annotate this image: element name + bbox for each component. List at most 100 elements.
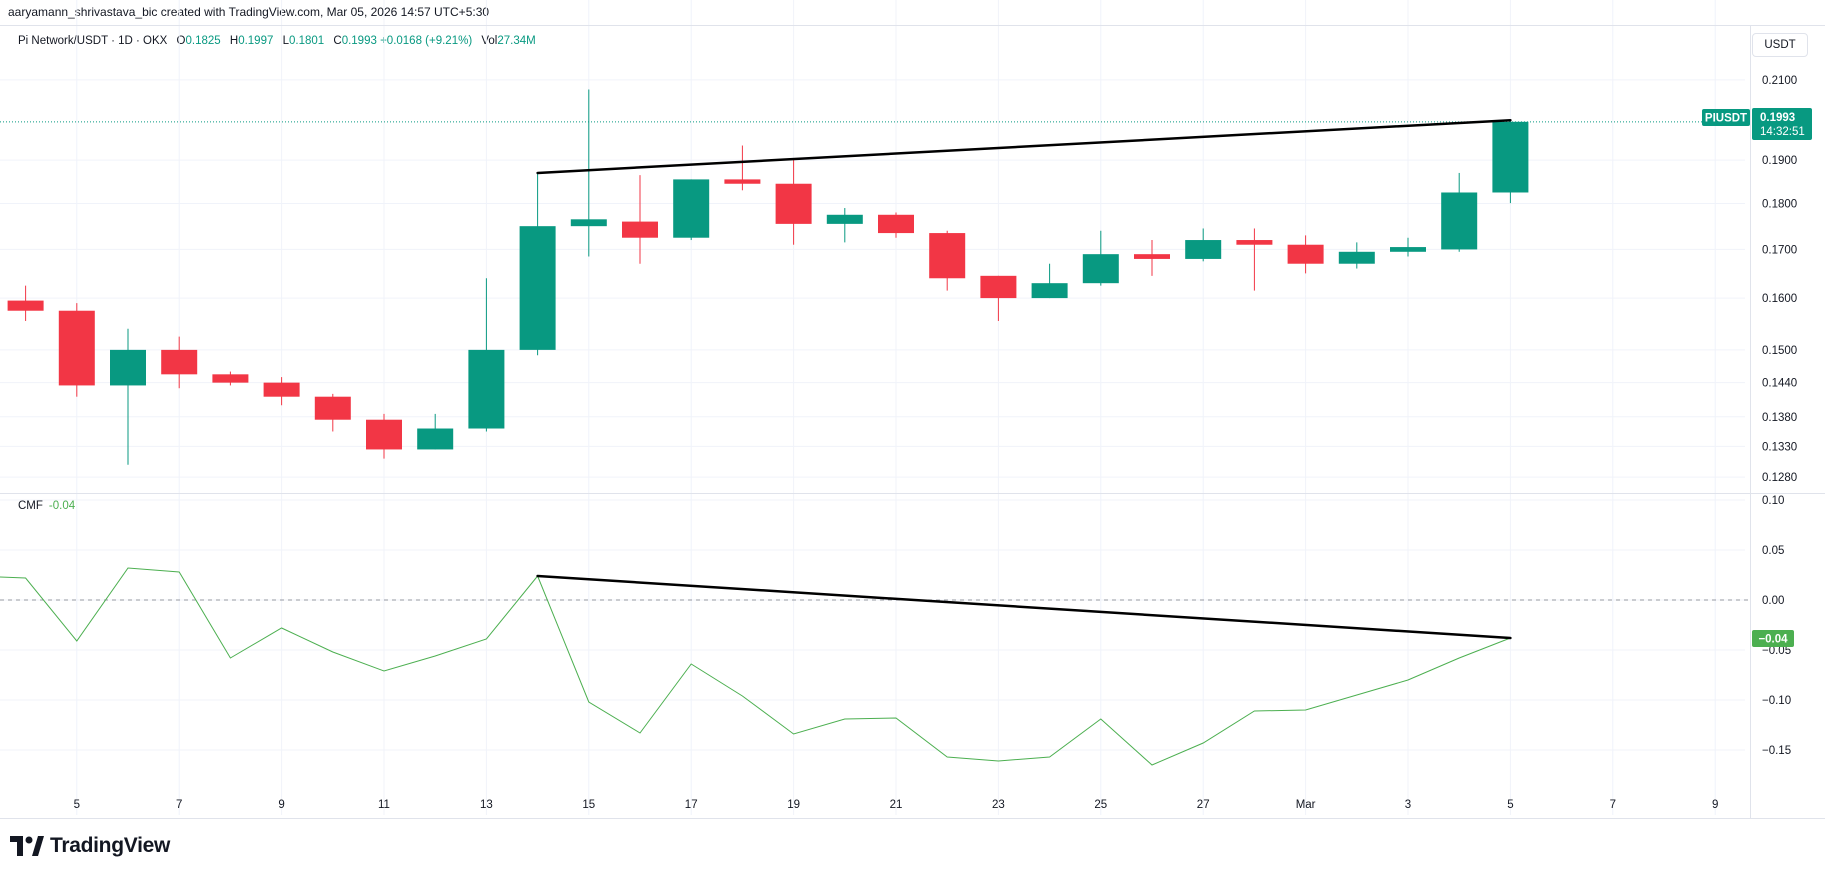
candle: [1134, 240, 1170, 276]
candle: [1236, 228, 1273, 291]
price-tick-label: 0.1600: [1762, 293, 1797, 305]
trend-lines[interactable]: [536, 118, 1512, 640]
candle-body: [263, 382, 300, 397]
price-tick-label: 0.1440: [1762, 378, 1797, 390]
candle-body: [161, 349, 198, 375]
price-tick-label: 0.1700: [1762, 244, 1797, 256]
price-badge-symbol: PIUSDT: [1705, 113, 1747, 125]
time-tick-label: 5: [1507, 799, 1513, 811]
time-tick-label: 15: [582, 799, 595, 811]
change-value: +0.0168 (+9.21%): [380, 35, 473, 47]
time-tick-label: 27: [1197, 799, 1210, 811]
time-tick-label: 25: [1094, 799, 1107, 811]
candle-body: [417, 428, 454, 450]
price-tick-label: 0.1380: [1762, 412, 1797, 424]
price-trendline: [536, 118, 1512, 175]
candle-body: [1441, 192, 1478, 250]
candle-body: [1338, 251, 1375, 264]
open-value: 0.1825: [185, 35, 221, 47]
cmf-badge-bg: [1752, 630, 1794, 647]
tradingview-logo[interactable]: TradingView: [10, 834, 170, 858]
candle: [1492, 120, 1529, 204]
grid-lines: [0, 0, 1745, 815]
candle: [1287, 235, 1324, 274]
time-tick-label: 7: [176, 799, 182, 811]
price-tick-label: 0.1500: [1762, 345, 1797, 357]
candle-body: [1082, 254, 1119, 284]
cmf-legend-value: -0.04: [48, 500, 76, 512]
candle-body: [1031, 283, 1068, 299]
high-label: H: [229, 35, 239, 47]
symbol-title[interactable]: Pi Network/USDT · 1D · OKX: [18, 35, 168, 47]
cmf-tick-label: 0.10: [1762, 495, 1784, 507]
time-axis[interactable]: 5 7 9 11 13 15 17 19 21 23 25 27 Mar 3 5 7 9: [74, 799, 1719, 811]
candle-body: [1492, 121, 1529, 193]
candle-body: [519, 226, 556, 350]
price-tick-label: 0.1280: [1762, 472, 1797, 484]
currency-button[interactable]: USDT: [1752, 33, 1808, 57]
candle-body: [1134, 254, 1170, 259]
candle: [58, 303, 95, 397]
cmf-badge-value: −0.04: [1758, 634, 1788, 646]
candle-body: [929, 233, 966, 279]
candle-body: [724, 179, 761, 184]
low-value: 0.1801: [288, 35, 325, 47]
candle: [468, 278, 505, 432]
tradingview-logo-text: TradingView: [50, 834, 171, 857]
time-tick-label: 21: [890, 799, 903, 811]
candle-body: [826, 214, 863, 224]
chart-canvas[interactable]: 0.2100 0.1900 0.1800 0.1700 0.1600 0.1500 0.14…: [0, 0, 1825, 830]
chart-credit: aaryamann_shrivastava_bic created with T…: [8, 5, 490, 19]
candle: [519, 172, 556, 356]
time-tick-label: 17: [685, 799, 698, 811]
candle-body: [468, 349, 505, 429]
candle: [673, 179, 710, 241]
price-tick-label: 0.1800: [1762, 199, 1797, 211]
cmf-tick-label: 0.05: [1762, 545, 1784, 557]
high-value: 0.1997: [238, 35, 274, 47]
candle: [1441, 172, 1478, 252]
price-axis[interactable]: 0.2100 0.1900 0.1800 0.1700 0.1600 0.1500 0.14…: [1762, 75, 1797, 484]
cmf-label[interactable]: CMF: [18, 500, 43, 512]
price-tick-label: 0.1330: [1762, 441, 1797, 453]
candle-body: [1390, 247, 1426, 252]
time-tick-label: 5: [74, 799, 80, 811]
candle-body: [980, 275, 1017, 299]
candle-body: [58, 310, 95, 386]
candle-body: [1287, 244, 1324, 264]
time-tick-label: 13: [480, 799, 493, 811]
cmf-tick-label: −0.05: [1762, 645, 1791, 657]
candle: [366, 413, 402, 459]
candle: [929, 230, 966, 291]
candle: [826, 208, 863, 243]
candle-body: [7, 300, 44, 311]
time-tick-label: 3: [1405, 799, 1411, 811]
candle: [161, 336, 198, 389]
tradingview-logo-icon: [10, 836, 44, 856]
cmf-axis: 0.10 0.05 0.00 −0.05 −0.10 −0.15: [1762, 495, 1791, 757]
time-tick-label: Mar: [1296, 799, 1316, 811]
candle: [7, 285, 44, 321]
price-tick-label: 0.2100: [1762, 75, 1797, 87]
cmf-tick-label: −0.10: [1762, 695, 1791, 707]
candle: [724, 145, 761, 191]
pane-separators: [0, 25, 1825, 819]
candle: [878, 212, 914, 238]
cmf-line: [0, 567, 1511, 766]
candle: [314, 393, 351, 432]
price-badge: PIUSDT 0.1993 14:32:51: [1702, 108, 1812, 140]
cmf-trendline: [536, 574, 1512, 640]
time-tick-label: 23: [992, 799, 1005, 811]
candle-body: [366, 419, 402, 450]
candle-body: [314, 396, 351, 420]
candle: [980, 275, 1017, 321]
price-badge-symbol-bg: [1702, 109, 1750, 126]
time-tick-label: 9: [1712, 799, 1718, 811]
cmf-tick-label: −0.15: [1762, 745, 1791, 757]
candle-body: [673, 179, 710, 238]
cmf-badge: −0.04: [1752, 630, 1794, 647]
close-value: 0.1993: [341, 35, 377, 47]
volume-value: 27.34M: [497, 35, 536, 47]
candle: [417, 413, 454, 450]
candle-body: [212, 374, 249, 383]
